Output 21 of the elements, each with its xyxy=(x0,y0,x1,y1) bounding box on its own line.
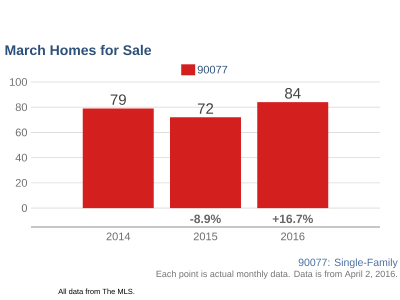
y-tick-label: 0 xyxy=(22,204,28,212)
chart-title: March Homes for Sale xyxy=(5,44,152,56)
data-label: 84 xyxy=(285,88,301,99)
x-tick-label: 2015 xyxy=(194,232,218,240)
bar xyxy=(170,117,241,208)
x-tick-label: 2016 xyxy=(281,232,304,240)
data-label: 72 xyxy=(198,103,214,114)
text: Each point is actual monthly data. Data is from April 2, 2016. xyxy=(156,270,397,279)
x-tick-label: 2014 xyxy=(106,232,130,240)
data-label: 79 xyxy=(110,94,126,105)
y-tick-label: 40 xyxy=(15,154,28,162)
bar xyxy=(82,108,154,208)
bar xyxy=(257,102,328,208)
y-tick-label: 60 xyxy=(16,128,28,136)
annotation: +16.7% xyxy=(272,214,313,224)
annotation: -8.9% xyxy=(190,214,221,224)
y-tick-label: 80 xyxy=(16,103,28,112)
text: 90077: Single-Family xyxy=(298,258,398,268)
y-tick-label: 20 xyxy=(16,178,28,187)
legend-label: 90077 xyxy=(198,66,228,74)
y-tick-label: 100 xyxy=(10,78,28,86)
